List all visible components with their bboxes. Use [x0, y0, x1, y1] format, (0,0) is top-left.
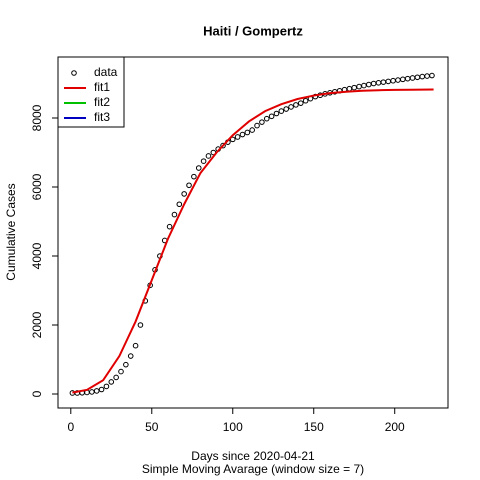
data-point	[166, 223, 173, 230]
data-point	[366, 81, 372, 88]
data-point	[89, 389, 95, 395]
data-point	[370, 80, 377, 87]
data-point	[123, 361, 129, 368]
data-point	[108, 379, 115, 385]
data-point	[171, 211, 178, 218]
data-point	[186, 182, 192, 189]
y-tick-label: 8000	[30, 104, 44, 131]
data-point	[118, 368, 124, 375]
data-point	[103, 383, 110, 390]
legend-box	[57, 56, 125, 128]
subtitle: Simple Moving Avarage (window size = 7)	[142, 462, 364, 476]
x-axis-label: Days since 2020-04-21	[191, 449, 315, 463]
data-point	[346, 85, 353, 92]
data-point	[205, 153, 212, 159]
data-point	[195, 165, 202, 171]
data-point	[127, 353, 134, 359]
chart-title: Haiti / Gompertz	[203, 23, 303, 38]
data-point	[283, 106, 290, 112]
data-point	[176, 201, 183, 208]
x-tick-label: 100	[223, 420, 243, 434]
data-point	[239, 131, 246, 138]
plot-frame	[57, 56, 449, 409]
data-point	[297, 100, 304, 106]
data-point	[409, 75, 416, 81]
data-point	[361, 82, 367, 89]
data-point	[191, 173, 197, 180]
data-point	[263, 115, 270, 122]
x-tick-label: 150	[304, 420, 324, 434]
data-point	[137, 322, 144, 328]
data-point	[98, 386, 105, 393]
data-point	[132, 342, 139, 349]
data-point	[93, 388, 100, 394]
data-point	[404, 75, 411, 82]
legend-label: fit2	[94, 95, 110, 109]
data-point	[424, 73, 430, 79]
fit-line	[72, 88, 434, 394]
data-point	[380, 79, 387, 85]
data-point	[234, 134, 241, 140]
data-point	[429, 72, 435, 79]
data-point	[400, 76, 406, 83]
legend-symbol	[71, 70, 77, 76]
data-point	[229, 136, 236, 143]
data-point	[244, 129, 251, 136]
data-point	[302, 97, 309, 104]
y-axis-label: Cumulative Cases	[4, 183, 18, 280]
data-point	[273, 110, 280, 117]
data-point	[200, 158, 207, 164]
data-point	[390, 77, 396, 84]
data-point	[278, 108, 285, 114]
data-point	[249, 127, 255, 133]
y-tick-label: 6000	[30, 173, 44, 200]
data-point	[293, 102, 299, 108]
data-point	[113, 374, 119, 381]
data-point	[259, 119, 265, 125]
legend-label: fit1	[94, 80, 110, 94]
data-point	[419, 73, 426, 80]
x-tick-label: 200	[385, 420, 405, 434]
data-point	[351, 84, 358, 91]
data-point	[220, 142, 226, 149]
data-point	[268, 113, 275, 120]
data-point	[395, 77, 401, 83]
legend-label: data	[94, 65, 118, 79]
y-tick-label: 0	[30, 390, 44, 397]
x-tick-label: 0	[67, 420, 74, 434]
data-point	[414, 74, 421, 81]
legend-label: fit3	[94, 110, 110, 124]
data-point	[181, 191, 187, 197]
data-point	[356, 83, 362, 90]
data-point	[288, 104, 294, 110]
y-tick-label: 4000	[30, 242, 44, 269]
y-tick-label: 2000	[30, 311, 44, 338]
data-point	[375, 80, 382, 86]
data-point	[254, 122, 260, 129]
data-point	[385, 78, 392, 85]
x-tick-label: 50	[145, 420, 159, 434]
